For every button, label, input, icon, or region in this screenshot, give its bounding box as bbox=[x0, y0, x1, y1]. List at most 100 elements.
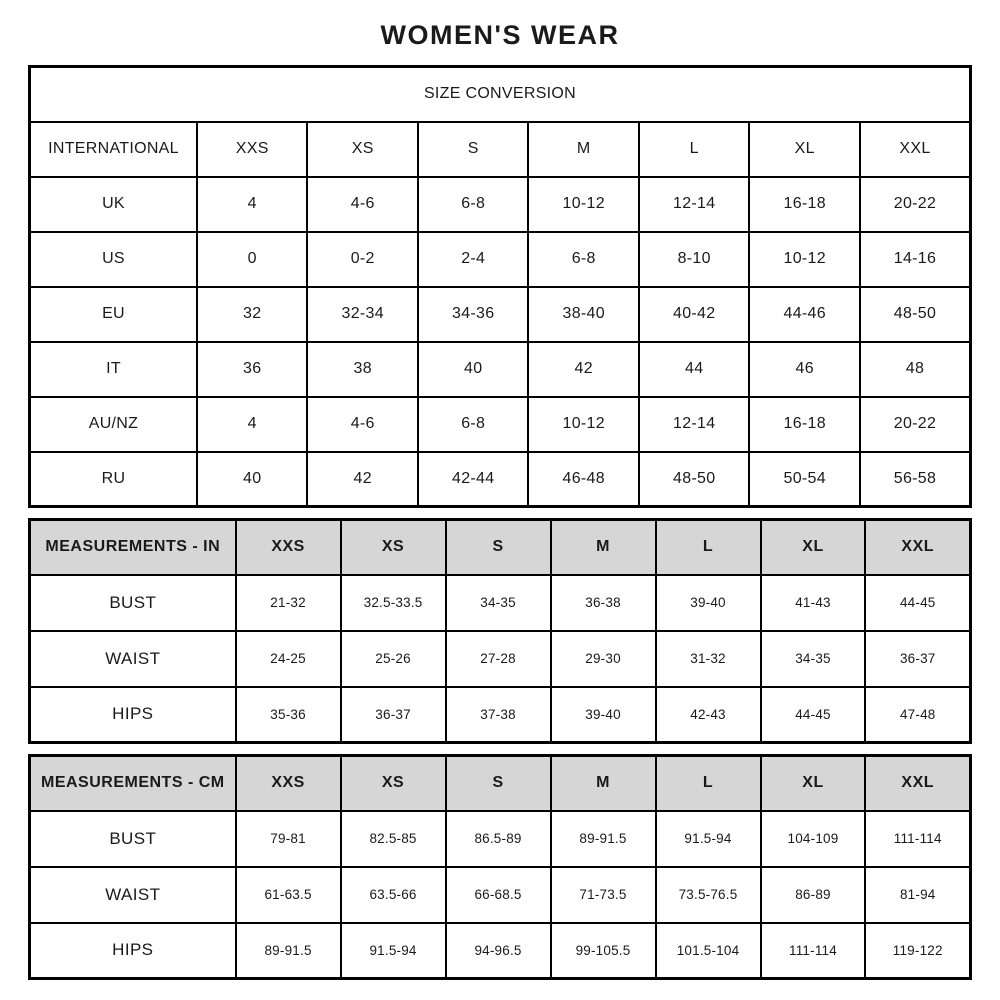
size-column-header: L bbox=[654, 518, 762, 576]
row-label: HIPS bbox=[28, 921, 237, 980]
table-row: AU/NZ 4 4-6 6-8 10-12 12-14 16-18 20-22 bbox=[28, 395, 972, 453]
value-cell: 36-37 bbox=[864, 629, 972, 688]
value-cell: 8-10 bbox=[637, 230, 751, 288]
size-column-header: XXL bbox=[864, 518, 972, 576]
row-label: BUST bbox=[28, 573, 237, 632]
value-cell: 111-114 bbox=[759, 921, 867, 980]
value-cell: 12-14 bbox=[637, 395, 751, 453]
value-cell: 27-28 bbox=[444, 629, 552, 688]
size-column-header: XL bbox=[748, 120, 861, 178]
value-cell: 44 bbox=[637, 340, 751, 398]
value-cell: 47-48 bbox=[864, 685, 972, 744]
value-cell: 79-81 bbox=[234, 809, 342, 868]
size-column-header: M bbox=[527, 120, 640, 178]
value-cell: 89-91.5 bbox=[234, 921, 342, 980]
value-cell: 4-6 bbox=[306, 395, 419, 453]
size-column-header: M bbox=[549, 754, 657, 812]
row-label: UK bbox=[28, 175, 198, 233]
value-cell: 104-109 bbox=[759, 809, 867, 868]
size-column-header: XXS bbox=[195, 120, 309, 178]
value-cell: 61-63.5 bbox=[234, 865, 342, 924]
value-cell: 35-36 bbox=[234, 685, 342, 744]
row-label: RU bbox=[28, 450, 198, 508]
table-row: WAIST 61-63.5 63.5-66 66-68.5 71-73.5 73.5-76… bbox=[28, 865, 972, 924]
value-cell: 4-6 bbox=[306, 175, 419, 233]
value-cell: 32 bbox=[195, 285, 309, 343]
size-column-header: XL bbox=[759, 518, 867, 576]
value-cell: 94-96.5 bbox=[444, 921, 552, 980]
value-cell: 6-8 bbox=[527, 230, 640, 288]
value-cell: 44-46 bbox=[748, 285, 861, 343]
value-cell: 16-18 bbox=[748, 175, 861, 233]
size-conversion-table-body: SIZE CONVERSION INTERNATIONAL XXS XS S M L XL XX… bbox=[28, 65, 972, 508]
value-cell: 111-114 bbox=[864, 809, 972, 868]
value-cell: 32-34 bbox=[306, 285, 419, 343]
table-banner-row: SIZE CONVERSION bbox=[28, 65, 972, 123]
value-cell: 50-54 bbox=[748, 450, 861, 508]
size-column-header: XS bbox=[306, 120, 419, 178]
value-cell: 38-40 bbox=[527, 285, 640, 343]
value-cell: 29-30 bbox=[549, 629, 657, 688]
value-cell: 91.5-94 bbox=[339, 921, 447, 980]
value-cell: 36-37 bbox=[339, 685, 447, 744]
value-cell: 24-25 bbox=[234, 629, 342, 688]
table-row: BUST 21-32 32.5-33.5 34-35 36-38 39-40 41-43 44… bbox=[28, 573, 972, 632]
table-row: HIPS 35-36 36-37 37-38 39-40 42-43 44-45 47-48 bbox=[28, 685, 972, 744]
row-label: EU bbox=[28, 285, 198, 343]
header-row: INTERNATIONAL XXS XS S M L XL XXL bbox=[28, 120, 972, 178]
size-column-header: XXL bbox=[858, 120, 972, 178]
value-cell: 48 bbox=[858, 340, 972, 398]
value-cell: 46-48 bbox=[527, 450, 640, 508]
value-cell: 12-14 bbox=[637, 175, 751, 233]
row-label: AU/NZ bbox=[28, 395, 198, 453]
page-title: WOMEN'S WEAR bbox=[380, 20, 620, 50]
value-cell: 39-40 bbox=[549, 685, 657, 744]
measurements-in-table: MEASUREMENTS - IN XXS XS S M L XL XXL BUST 21-32 3… bbox=[28, 518, 972, 744]
value-cell: 20-22 bbox=[858, 175, 972, 233]
table-row: WAIST 24-25 25-26 27-28 29-30 31-32 34-35 36-37 bbox=[28, 629, 972, 688]
value-cell: 48-50 bbox=[858, 285, 972, 343]
value-cell: 42-43 bbox=[654, 685, 762, 744]
value-cell: 56-58 bbox=[858, 450, 972, 508]
table-row: RU 40 42 42-44 46-48 48-50 50-54 56-58 bbox=[28, 450, 972, 508]
value-cell: 10-12 bbox=[527, 395, 640, 453]
measurements-cm-table: MEASUREMENTS - CM XXS XS S M L XL XXL BUST 79-81 8… bbox=[28, 754, 972, 980]
value-cell: 42-44 bbox=[416, 450, 530, 508]
value-cell: 81-94 bbox=[864, 865, 972, 924]
row-label: WAIST bbox=[28, 629, 237, 688]
value-cell: 44-45 bbox=[759, 685, 867, 744]
value-cell: 44-45 bbox=[864, 573, 972, 632]
value-cell: 20-22 bbox=[858, 395, 972, 453]
value-cell: 66-68.5 bbox=[444, 865, 552, 924]
table-row: BUST 79-81 82.5-85 86.5-89 89-91.5 91.5-94 104… bbox=[28, 809, 972, 868]
value-cell: 42 bbox=[306, 450, 419, 508]
row-label: WAIST bbox=[28, 865, 237, 924]
value-cell: 40 bbox=[195, 450, 309, 508]
size-column-header: XXS bbox=[234, 518, 342, 576]
size-column-header: L bbox=[654, 754, 762, 812]
value-cell: 89-91.5 bbox=[549, 809, 657, 868]
size-column-header: XL bbox=[759, 754, 867, 812]
table-row: EU 32 32-34 34-36 38-40 40-42 44-46 48-50 bbox=[28, 285, 972, 343]
value-cell: 10-12 bbox=[748, 230, 861, 288]
size-column-header: S bbox=[444, 518, 552, 576]
size-column-header: XS bbox=[339, 754, 447, 812]
value-cell: 25-26 bbox=[339, 629, 447, 688]
measurements-cm-table-body: MEASUREMENTS - CM XXS XS S M L XL XXL BUST 79-81 8… bbox=[28, 754, 972, 980]
table-row: UK 4 4-6 6-8 10-12 12-14 16-18 20-22 bbox=[28, 175, 972, 233]
value-cell: 99-105.5 bbox=[549, 921, 657, 980]
value-cell: 71-73.5 bbox=[549, 865, 657, 924]
table-banner: SIZE CONVERSION bbox=[28, 65, 972, 123]
header-row: MEASUREMENTS - IN XXS XS S M L XL XXL bbox=[28, 518, 972, 576]
row-label: BUST bbox=[28, 809, 237, 868]
value-cell: 4 bbox=[195, 395, 309, 453]
row-label: HIPS bbox=[28, 685, 237, 744]
value-cell: 6-8 bbox=[416, 175, 530, 233]
value-cell: 21-32 bbox=[234, 573, 342, 632]
table-row: HIPS 89-91.5 91.5-94 94-96.5 99-105.5 101.5-1… bbox=[28, 921, 972, 980]
value-cell: 2-4 bbox=[416, 230, 530, 288]
value-cell: 0 bbox=[195, 230, 309, 288]
size-conversion-table: SIZE CONVERSION INTERNATIONAL XXS XS S M L XL XX… bbox=[28, 65, 972, 508]
row-label: US bbox=[28, 230, 198, 288]
header-row: MEASUREMENTS - CM XXS XS S M L XL XXL bbox=[28, 754, 972, 812]
